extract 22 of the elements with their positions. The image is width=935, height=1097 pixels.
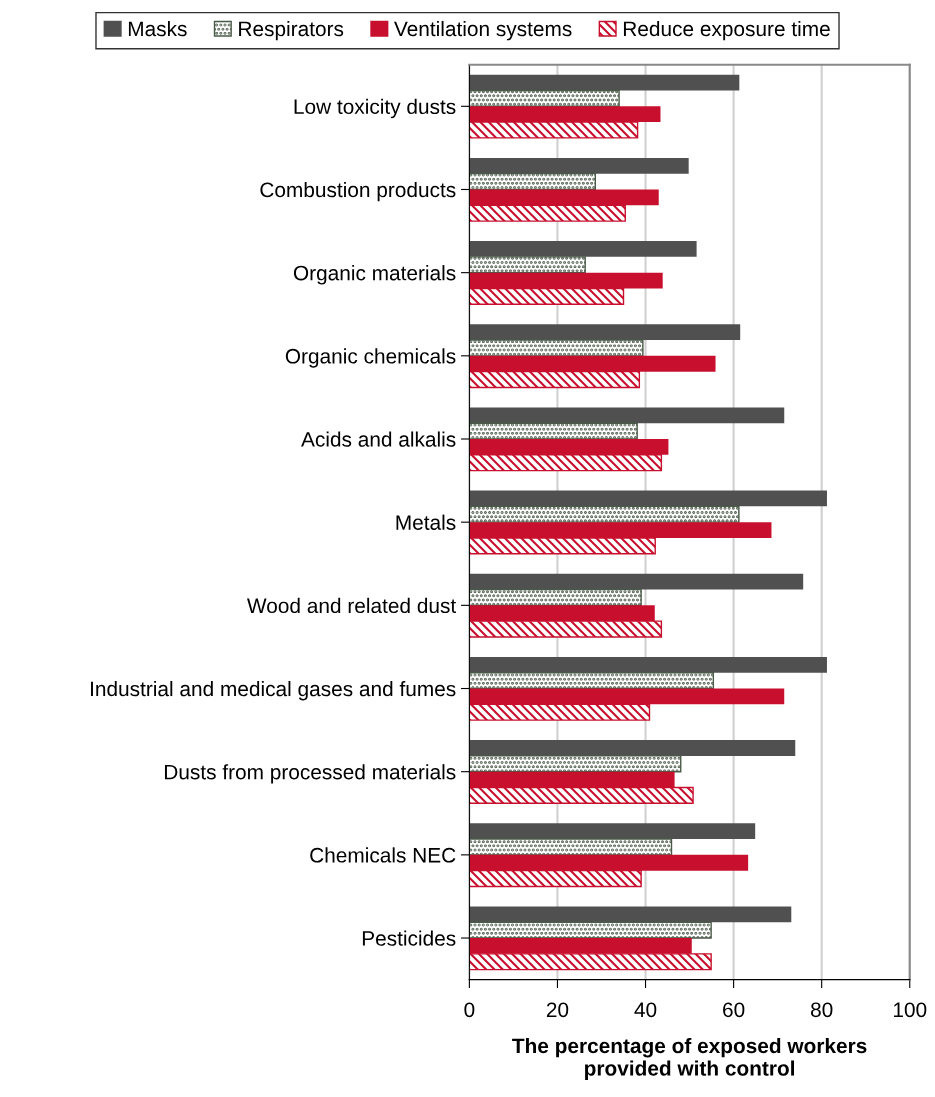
legend-label: Respirators (239, 20, 344, 41)
y-tick-label: Organic chemicals (285, 348, 456, 368)
x-tick-label: 0 (464, 1002, 475, 1018)
legend-label: Masks (128, 20, 187, 37)
y-tick-label: Organic materials (293, 265, 456, 285)
legend-label: Ventilation systems (394, 20, 572, 41)
x-tick-label: 60 (723, 1002, 745, 1018)
y-tick-label: Industrial and medical gases and fumes (91, 680, 456, 701)
legend-label: Reduce exposure time (623, 20, 830, 41)
y-tick-label: Pesticides (362, 930, 456, 946)
y-tick-label: Acids and alkalis (301, 431, 456, 447)
x-tick-label: 80 (811, 1002, 833, 1018)
y-tick-label: Metals (396, 514, 456, 530)
y-tick-label: Combustion products (260, 181, 456, 202)
x-tick-label: 100 (893, 1002, 927, 1018)
x-tick-label: 40 (634, 1002, 657, 1018)
y-tick-label: Chemicals NEC (310, 847, 456, 863)
y-tick-label: Low toxicity dusts (294, 98, 456, 119)
x-axis-title: The percentage of exposed workers provided with control (512, 1037, 867, 1080)
y-tick-label: Wood and related dust (247, 597, 457, 614)
y-tick-label: Dusts from processed materials (164, 764, 456, 784)
x-tick-label: 20 (546, 1002, 569, 1018)
